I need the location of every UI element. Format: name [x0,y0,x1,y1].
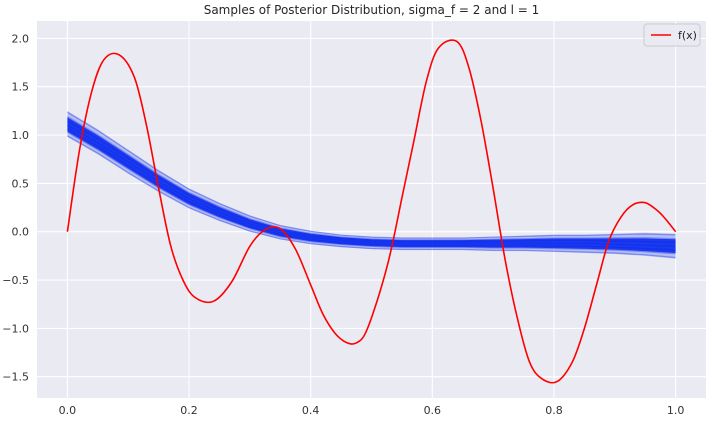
fx-series [66,39,677,384]
y-tick-label: 2.0 [12,32,30,45]
posterior-sample-line [67,116,676,241]
y-tick-label: 1.5 [12,81,30,94]
legend-label-fx: f(x) [678,29,697,42]
legend: f(x) [643,23,701,47]
plot-area [37,21,706,398]
y-tick-label: −0.5 [2,274,29,287]
legend-box [643,23,701,47]
posterior-sample-line [67,131,676,255]
chart-title: Samples of Posterior Distribution, sigma… [204,3,540,17]
y-tick-label: −1.0 [2,322,29,335]
x-tick-label: 0.4 [302,404,320,417]
posterior-sample-line [67,128,676,251]
y-tick-label: −1.5 [2,371,29,384]
x-tick-label: 0.6 [424,404,442,417]
y-tick-label: 0.0 [12,226,30,239]
x-tick-label: 1.0 [667,404,685,417]
band-inner [67,117,676,254]
posterior-sample-line [67,135,676,259]
x-tick-label: 0.2 [180,404,198,417]
posterior-samples-band [67,110,676,259]
y-tick-label: 1.0 [12,129,30,142]
posterior-sample-line [67,124,676,247]
x-tick-label: 0.0 [59,404,77,417]
posterior-sample-line [67,111,676,239]
y-tick-label: 0.5 [12,177,30,190]
x-tick-label: 0.8 [545,404,563,417]
y-tick-labels: −1.5 −1.0 −0.5 0.0 0.5 1.0 1.5 2.0 [2,32,29,383]
fx-line [66,39,677,384]
posterior-sample-line [67,120,676,244]
x-gridlines [66,21,677,398]
x-tick-labels: 0.0 0.2 0.4 0.6 0.8 1.0 [59,404,685,417]
